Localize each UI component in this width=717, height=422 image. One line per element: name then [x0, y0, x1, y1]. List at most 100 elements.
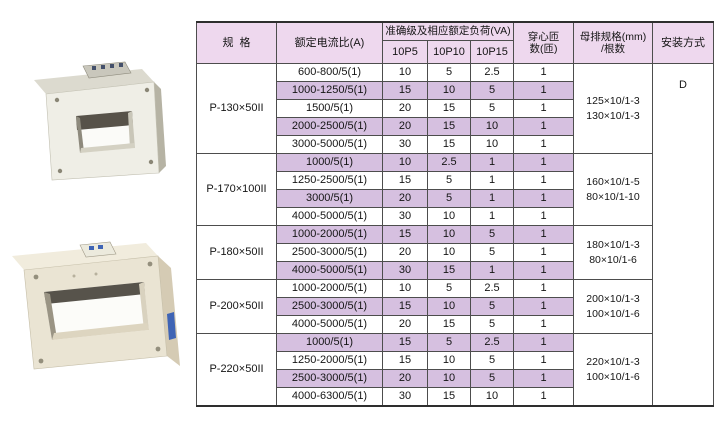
burden-10p15-cell: 5: [470, 297, 514, 316]
burden-10p15-cell: 5: [470, 315, 514, 334]
burden-10p10-cell: 15: [427, 261, 471, 280]
burden-10p15-cell: 1: [470, 153, 514, 172]
burden-10p5-cell: 30: [382, 387, 428, 407]
product-photo-bottom: [10, 226, 188, 389]
busbar-cell: 125×10/1-3 130×10/1-3: [573, 63, 653, 154]
col-header-turns: 穿心匝 数(匝): [513, 21, 574, 64]
ratio-cell: 1250-2500/5(1): [276, 171, 383, 190]
burden-10p5-cell: 20: [382, 243, 428, 262]
burden-10p15-cell: 5: [470, 369, 514, 388]
burden-10p10-cell: 10: [427, 297, 471, 316]
turns-cell: 1: [513, 315, 574, 334]
burden-10p10-cell: 5: [427, 63, 471, 82]
busbar-line: 200×10/1-3: [586, 292, 640, 305]
ratio-cell: 2000-2500/5(1): [276, 117, 383, 136]
ratio-cell: 1250-2000/5(1): [276, 351, 383, 370]
turns-header-line2: 数(匝): [529, 43, 558, 55]
burden-10p15-cell: 5: [470, 351, 514, 370]
terminal-block: [79, 241, 117, 258]
ratio-cell: 4000-5000/5(1): [276, 315, 383, 334]
col-header-busbar: 母排规格(mm) /根数: [573, 21, 653, 64]
table-row: 1250-2000/5(1) 15 10 5 1: [197, 351, 714, 370]
col-header-ratio: 额定电流比(A): [276, 21, 383, 64]
turns-cell: 1: [513, 297, 574, 316]
busbar-line: 125×10/1-3: [586, 94, 640, 107]
burden-10p10-cell: 15: [427, 315, 471, 334]
ratio-cell: 1000-1250/5(1): [276, 81, 383, 100]
table-row: P-130×50II 600-800/5(1) 10 5 2.5 1 125×10/1-3 1…: [196, 63, 714, 407]
table-row: 2500-3000/5(1) 20 10 5 1: [197, 369, 714, 388]
burden-10p5-cell: 15: [382, 297, 428, 316]
turns-cell: 1: [513, 117, 574, 136]
turns-cell: 1: [513, 153, 574, 172]
burden-10p5-cell: 30: [382, 135, 428, 154]
burden-10p10-cell: 10: [427, 351, 471, 370]
turns-cell: 1: [513, 351, 574, 370]
burden-10p10-cell: 15: [427, 99, 471, 118]
burden-10p10-cell: 5: [427, 279, 471, 298]
burden-10p10-cell: 10: [427, 369, 471, 388]
spec-cell: P-200×50II: [196, 279, 277, 334]
burden-10p5-cell: 10: [382, 279, 428, 298]
turns-cell: 1: [513, 63, 574, 82]
turns-cell: 1: [513, 261, 574, 280]
burden-10p15-cell: 10: [470, 387, 514, 407]
burden-10p15-cell: 2.5: [470, 63, 514, 82]
ratio-cell: 4000-5000/5(1): [276, 207, 383, 226]
burden-10p5-cell: 20: [382, 369, 428, 388]
burden-10p5-cell: 15: [382, 171, 428, 190]
product-photo-top: [28, 54, 178, 189]
table-row: 2500-3000/5(1) 15 10 5 1: [197, 297, 714, 316]
busbar-header-line2: /根数: [601, 43, 625, 55]
busbar-line: 180×10/1-3: [586, 238, 640, 251]
current-transformer-image: [12, 241, 180, 370]
table-row: 4000-5000/5(1) 30 15 1 1: [197, 261, 714, 280]
burden-10p15-cell: 1: [470, 189, 514, 208]
busbar-line: 130×10/1-3: [586, 109, 640, 122]
burden-10p15-cell: 10: [470, 117, 514, 136]
burden-10p10-cell: 10: [427, 243, 471, 262]
turns-cell: 1: [513, 135, 574, 154]
busbar-header-line1: 母排规格(mm): [579, 30, 647, 43]
turns-cell: 1: [513, 333, 574, 352]
burden-10p10-cell: 10: [427, 225, 471, 244]
burden-10p5-cell: 20: [382, 117, 428, 136]
turns-cell: 1: [513, 279, 574, 298]
table-row: 4000-6300/5(1) 30 15 10 1: [197, 387, 714, 407]
burden-10p5-cell: 30: [382, 261, 428, 280]
busbar-line: 100×10/1-6: [586, 370, 640, 383]
busbar-line: 220×10/1-3: [586, 355, 640, 368]
ratio-cell: 1000/5(1): [276, 153, 383, 172]
busbar-cell: 200×10/1-3 100×10/1-6: [573, 279, 653, 334]
turns-cell: 1: [513, 81, 574, 100]
ratio-cell: 1000-2000/5(1): [276, 225, 383, 244]
burden-10p5-cell: 20: [382, 315, 428, 334]
spec-table-body: P-130×50II 600-800/5(1) 10 5 2.5 1 125×10/1-3 1…: [196, 63, 714, 407]
burden-10p15-cell: 5: [470, 81, 514, 100]
col-header-install: 安装方式: [652, 21, 714, 64]
col-header-10p5: 10P5: [382, 40, 428, 64]
spec-cell: P-220×50II: [196, 333, 277, 407]
burden-10p15-cell: 5: [470, 243, 514, 262]
burden-10p5-cell: 15: [382, 351, 428, 370]
busbar-cell: 220×10/1-3 100×10/1-6: [573, 333, 653, 407]
table-row: 4000-5000/5(1) 30 10 1 1: [197, 207, 714, 226]
table-row: P-200×50II 1000-2000/5(1) 10 5 2.5 1 200×10/1-…: [196, 279, 714, 334]
table-row: P-220×50II 1000/5(1) 15 5 2.5 1 220×10/1-3 100×…: [196, 333, 714, 407]
ratio-cell: 2500-3000/5(1): [276, 297, 383, 316]
spec-cell: P-170×100II: [196, 153, 277, 226]
busbar-cell: 180×10/1-3 80×10/1-6: [573, 225, 653, 280]
busbar-line: 160×10/1-5: [586, 175, 640, 188]
burden-10p15-cell: 2.5: [470, 333, 514, 352]
spec-cell: P-130×50II: [196, 63, 277, 154]
burden-10p5-cell: 20: [382, 99, 428, 118]
ratio-cell: 600-800/5(1): [276, 63, 383, 82]
burden-10p5-cell: 15: [382, 225, 428, 244]
col-header-10p10: 10P10: [427, 40, 471, 64]
table-row: 2000-2500/5(1) 20 15 10 1: [197, 117, 714, 136]
table-row: P-170×100II 1000/5(1) 10 2.5 1 1 160×10/1-5 80×…: [196, 153, 714, 226]
ratio-cell: 2500-3000/5(1): [276, 369, 383, 388]
ratio-cell: 1500/5(1): [276, 99, 383, 118]
ratio-cell: 1000/5(1): [276, 333, 383, 352]
burden-10p10-cell: 15: [427, 387, 471, 407]
